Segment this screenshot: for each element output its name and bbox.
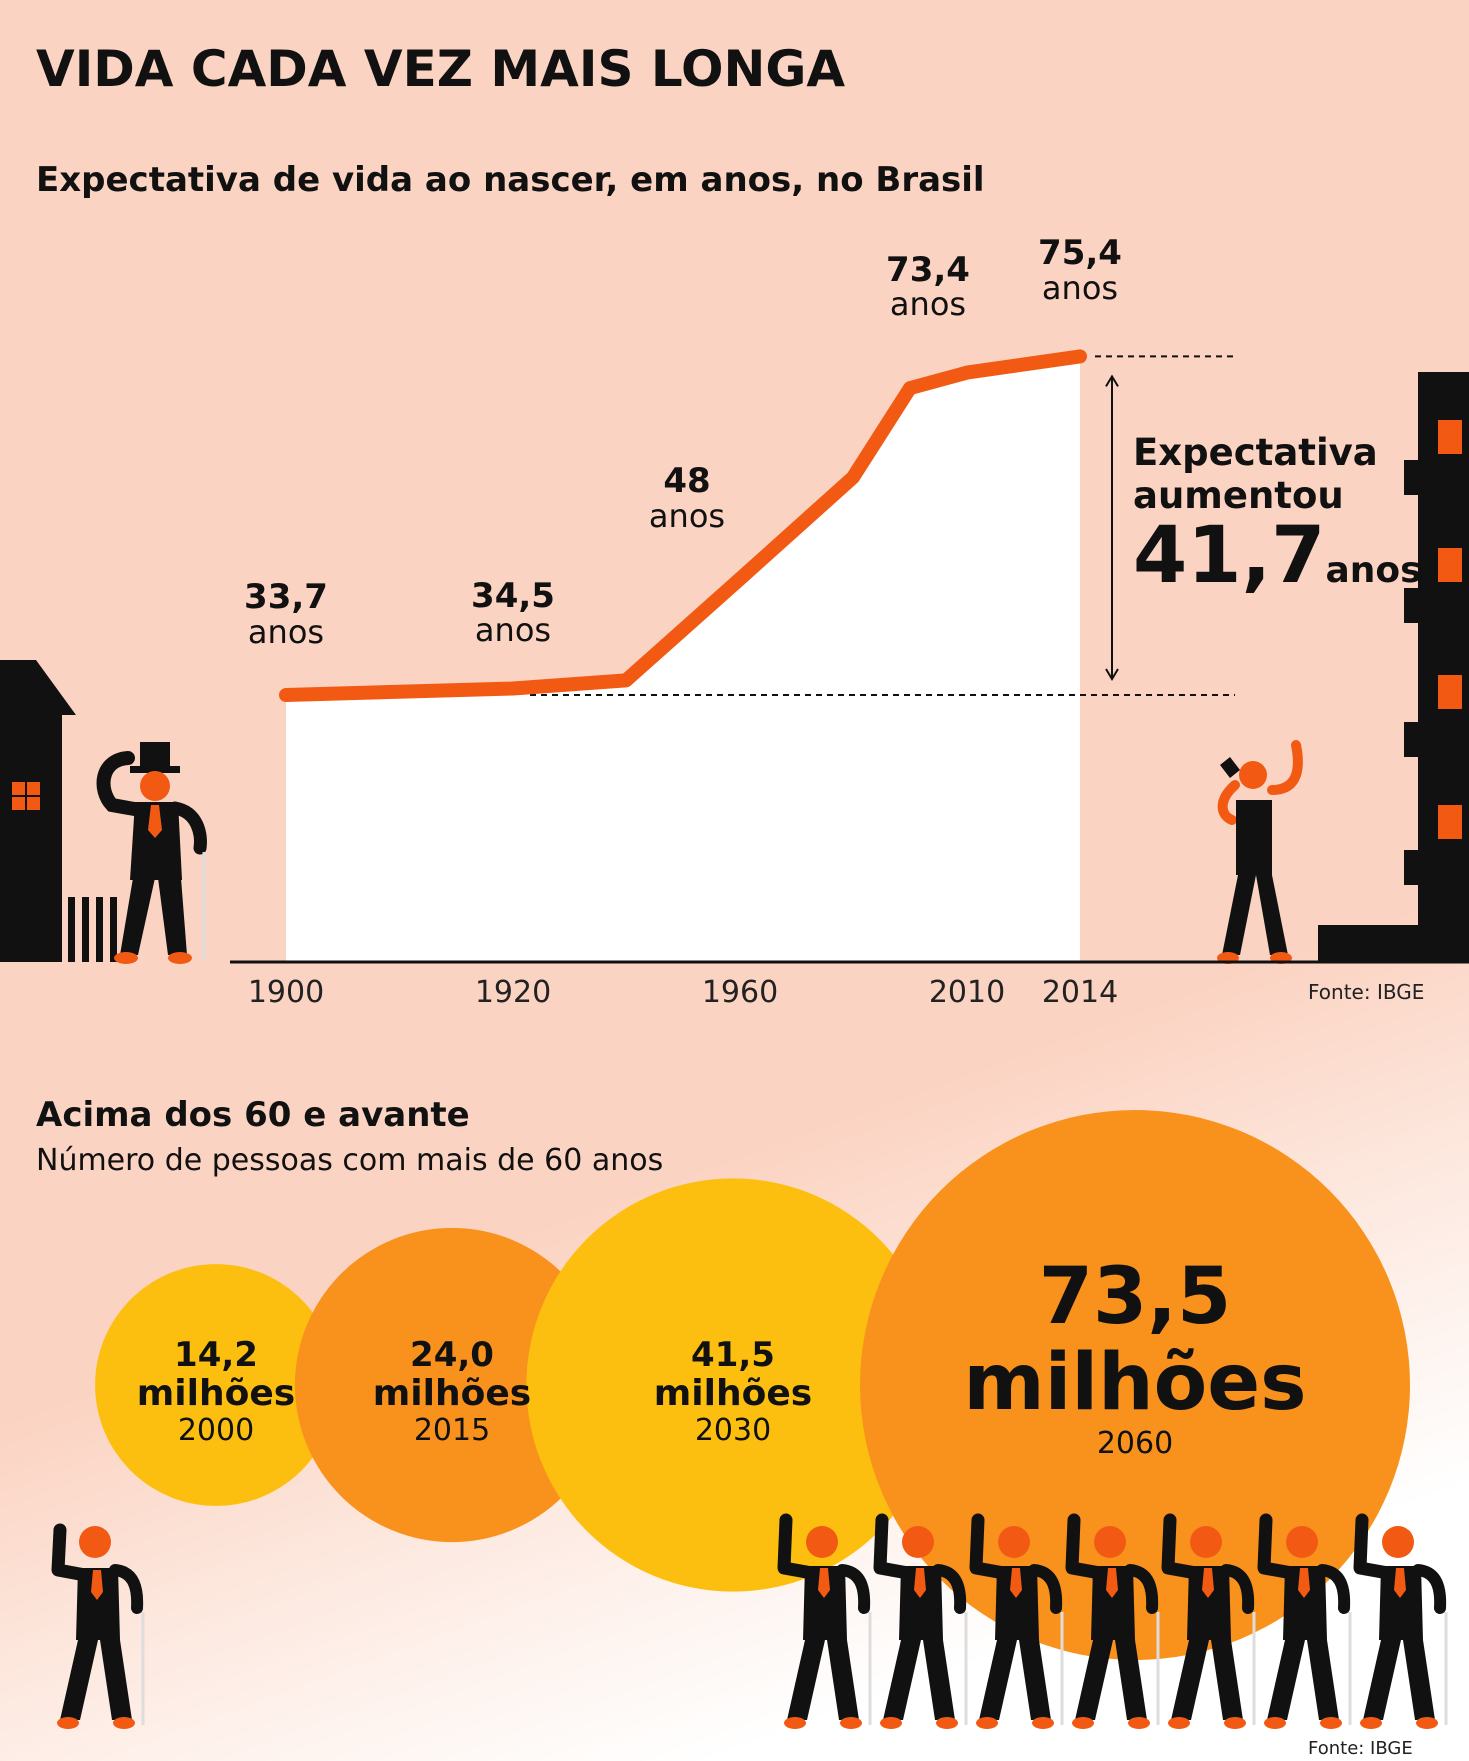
x-tick-1900: 1900 <box>247 975 325 1010</box>
elderly-person-figure <box>873 1513 968 1729</box>
bubble-label-2060: 73,5 milhões 2060 <box>925 1252 1345 1461</box>
bubble-2060 <box>860 1110 1410 1660</box>
data-label-1920: 34,5 anos <box>413 575 613 650</box>
population-bubbles <box>95 1110 1410 1660</box>
data-label-value: 48 <box>663 460 711 501</box>
life-chart-source: Fonte: IBGE <box>1308 980 1425 1004</box>
elderly-crowd-illustration <box>777 1513 1448 1729</box>
elderly-person-figure <box>969 1513 1064 1729</box>
increase-arrow <box>1105 374 1119 681</box>
bubble-2030 <box>526 1178 940 1592</box>
x-tick-2014: 2014 <box>1041 975 1119 1010</box>
increase-text-line2: aumentou <box>1133 473 1344 517</box>
data-label-2010: 73,4 anos <box>828 249 1028 324</box>
bubble-value: 24,0 <box>410 1335 494 1375</box>
life-chart-subtitle: Expectativa de vida ao nascer, em anos, … <box>36 160 985 200</box>
elderly-person-figure <box>1257 1513 1352 1729</box>
data-label-value: 33,7 <box>244 577 328 617</box>
bubble-2015 <box>294 1227 610 1543</box>
bubble-label-2015: 24,0 milhões 2015 <box>242 1335 662 1448</box>
x-tick-2010: 2010 <box>928 975 1006 1010</box>
population-chart-title: Acima dos 60 e avante <box>36 1095 470 1135</box>
data-label-unit: anos <box>474 611 552 650</box>
data-label-unit: anos <box>889 285 967 324</box>
bubble-year: 2030 <box>694 1412 772 1448</box>
bubble-value: 73,5 <box>1038 1252 1232 1342</box>
bubble-unit: milhões <box>653 1373 813 1415</box>
life-expectancy-line <box>279 349 1087 702</box>
x-tick-1920: 1920 <box>474 975 552 1010</box>
bubble-year: 2000 <box>177 1412 255 1448</box>
bubble-unit: milhões <box>963 1337 1307 1428</box>
elderly-person-figure <box>1161 1513 1256 1729</box>
data-label-value: 73,4 <box>886 249 970 290</box>
bubble-year: 2060 <box>1096 1425 1174 1461</box>
data-label-1960: 48 anos <box>587 460 787 535</box>
elderly-man-cheering-illustration <box>1217 740 1303 964</box>
data-label-value: 34,5 <box>471 575 555 616</box>
life-expectancy-area <box>286 356 1080 962</box>
elderly-person-figure <box>1353 1513 1448 1729</box>
elderly-man-top-hat-illustration <box>96 742 207 964</box>
x-tick-1960: 1960 <box>701 975 779 1010</box>
bubble-unit: milhões <box>372 1373 532 1415</box>
data-label-value: 75,4 <box>1038 233 1122 274</box>
bubble-label-2000: 14,2 milhões 2000 <box>6 1335 426 1448</box>
increase-text-line1: Expectativa <box>1133 431 1378 474</box>
bubble-label-2030: 41,5 milhões 2030 <box>523 1335 943 1448</box>
increase-value: 41,7 <box>1133 511 1326 602</box>
data-label-unit: anos <box>648 496 726 535</box>
elderly-person-figure <box>1065 1513 1160 1729</box>
data-label-unit: anos <box>1041 269 1119 308</box>
bubble-value: 41,5 <box>691 1335 775 1375</box>
population-chart-source: Fonte: IBGE <box>1308 1738 1413 1759</box>
house-illustration <box>0 660 117 962</box>
bubble-year: 2015 <box>413 1412 491 1448</box>
bubble-unit: milhões <box>136 1373 296 1415</box>
page-title: VIDA CADA VEZ MAIS LONGA <box>36 40 846 98</box>
population-chart-subtitle: Número de pessoas com mais de 60 anos <box>36 1143 664 1178</box>
data-label-unit: anos <box>247 612 325 651</box>
increase-unit: anos <box>1325 550 1422 592</box>
building-illustration <box>1318 372 1469 962</box>
data-label-2014: 75,4 anos <box>980 236 1180 305</box>
elderly-person-figure <box>777 1513 872 1729</box>
bubble-2000 <box>95 1264 337 1506</box>
elderly-man-waving-illustration <box>51 1523 145 1729</box>
increase-annotation: Expectativa aumentou 41,7anos <box>1133 431 1422 595</box>
data-label-1900: 33,7 anos <box>186 577 386 651</box>
elderly-group-illustration <box>51 1523 145 1729</box>
bubble-value: 14,2 <box>174 1335 258 1375</box>
